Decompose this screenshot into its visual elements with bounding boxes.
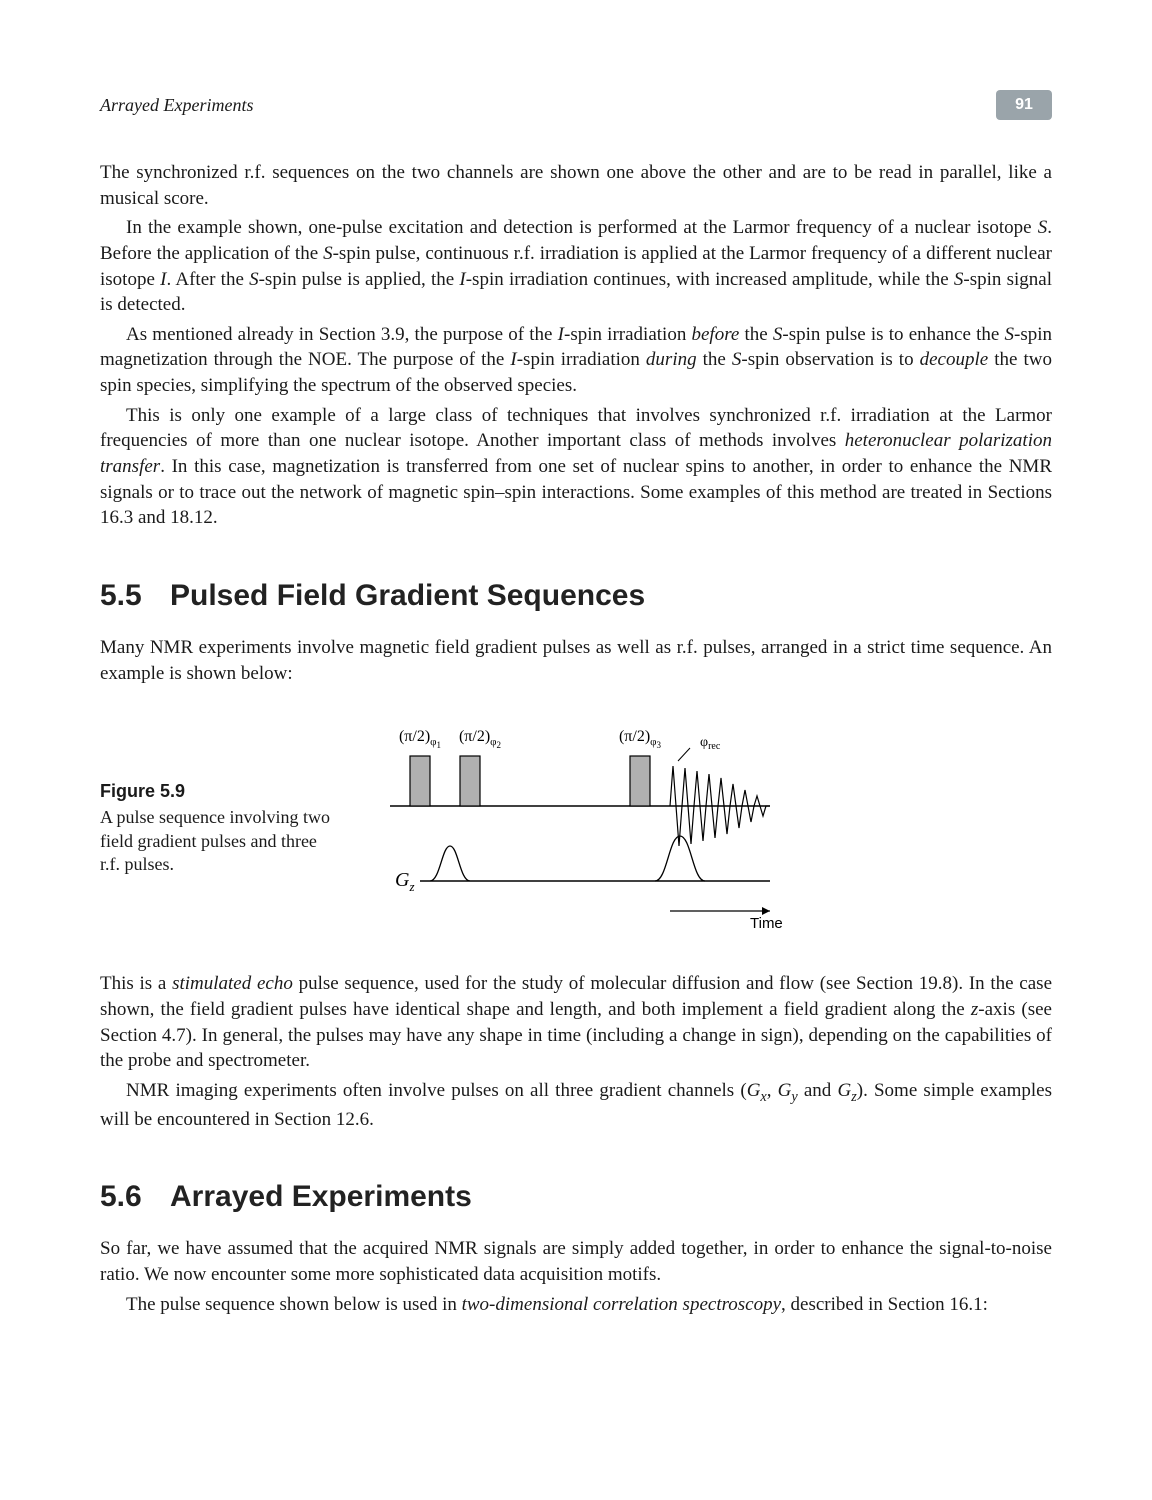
text: -spin irradiation	[517, 349, 646, 370]
pulse-sequence-diagram: (π/2)φ1 (π/2)φ2 (π/2)φ3 φrec Gz Time	[370, 716, 910, 936]
figure-5-9: Figure 5.9 A pulse sequence involving tw…	[100, 716, 1052, 941]
text: . After the	[166, 269, 249, 290]
text: The pulse sequence shown below is used i…	[126, 1294, 462, 1315]
figure-svg-container: (π/2)φ1 (π/2)φ2 (π/2)φ3 φrec Gz Time	[370, 716, 1052, 941]
figure-caption: Figure 5.9 A pulse sequence involving tw…	[100, 781, 330, 876]
page-number: 91	[996, 90, 1052, 120]
section-5-6-p2: The pulse sequence shown below is used i…	[100, 1292, 1052, 1318]
text: the	[697, 349, 732, 370]
emph-two-dimensional: two-dimensional correlation spectroscopy	[462, 1294, 781, 1315]
paragraph-1: The synchronized r.f. sequences on the t…	[100, 160, 1052, 211]
symbol-s: S	[1005, 324, 1015, 345]
section-5-5-p1: Many NMR experiments involve magnetic fi…	[100, 635, 1052, 686]
running-head: Arrayed Experiments 91	[100, 90, 1052, 120]
svg-text:(π/2)φ2: (π/2)φ2	[459, 728, 501, 750]
running-title: Arrayed Experiments	[100, 95, 253, 116]
symbol-gz: Gz	[837, 1080, 856, 1101]
text: . In this case, magnetization is transfe…	[100, 456, 1052, 528]
text: -spin pulse is applied, the	[259, 269, 460, 290]
emph-before: before	[692, 324, 740, 345]
text: This is a	[100, 973, 172, 994]
section-5-5-heading: 5.5 Pulsed Field Gradient Sequences	[100, 579, 1052, 613]
text: The synchronized r.f. sequences on the t…	[100, 162, 1052, 209]
svg-text:(π/2)φ1: (π/2)φ1	[399, 728, 441, 750]
section-title: Pulsed Field Gradient Sequences	[170, 579, 645, 613]
section-title: Arrayed Experiments	[170, 1180, 472, 1214]
text: -spin irradiation	[564, 324, 692, 345]
section-number: 5.5	[100, 579, 170, 613]
section-5-6-p1: So far, we have assumed that the acquire…	[100, 1236, 1052, 1287]
symbol-s: S	[773, 324, 783, 345]
text: So far, we have assumed that the acquire…	[100, 1238, 1052, 1285]
paragraph-3: As mentioned already in Section 3.9, the…	[100, 322, 1052, 399]
section-5-5-p2: This is a stimulated echo pulse sequence…	[100, 971, 1052, 1074]
section-5-5-p3: NMR imaging experiments often involve pu…	[100, 1078, 1052, 1133]
emph-stimulated-echo: stimulated echo	[172, 973, 293, 994]
page: Arrayed Experiments 91 The synchronized …	[0, 0, 1152, 1500]
text: Many NMR experiments involve magnetic fi…	[100, 637, 1052, 684]
symbol-gy: Gy	[778, 1080, 798, 1101]
svg-text:φrec: φrec	[700, 735, 721, 752]
text: As mentioned already in Section 3.9, the…	[126, 324, 558, 345]
text: , described in Section 16.1:	[781, 1294, 988, 1315]
symbol-s: S	[323, 243, 333, 264]
figure-label: Figure 5.9	[100, 781, 330, 802]
paragraph-4: This is only one example of a large clas…	[100, 403, 1052, 531]
figure-caption-text: A pulse sequence involving two field gra…	[100, 806, 330, 876]
symbol-s: S	[732, 349, 742, 370]
text: and	[798, 1080, 838, 1101]
section-number: 5.6	[100, 1180, 170, 1214]
symbol-gx: Gx	[747, 1080, 767, 1101]
svg-text:Time: Time	[750, 915, 783, 932]
emph-decouple: decouple	[920, 349, 989, 370]
symbol-s: S	[1038, 217, 1048, 238]
text: NMR imaging experiments often involve pu…	[126, 1080, 747, 1101]
section-5-6-heading: 5.6 Arrayed Experiments	[100, 1180, 1052, 1214]
paragraph-2: In the example shown, one-pulse excitati…	[100, 215, 1052, 318]
text: -spin pulse is to enhance the	[782, 324, 1004, 345]
symbol-s: S	[954, 269, 964, 290]
svg-text:(π/2)φ3: (π/2)φ3	[619, 728, 662, 750]
text: -spin irradiation continues, with increa…	[466, 269, 954, 290]
symbol-s: S	[249, 269, 259, 290]
emph-during: during	[646, 349, 697, 370]
text: In the example shown, one-pulse excitati…	[126, 217, 1038, 238]
svg-text:Gz: Gz	[395, 869, 415, 894]
text: -spin observation is to	[741, 349, 919, 370]
text: the	[739, 324, 773, 345]
